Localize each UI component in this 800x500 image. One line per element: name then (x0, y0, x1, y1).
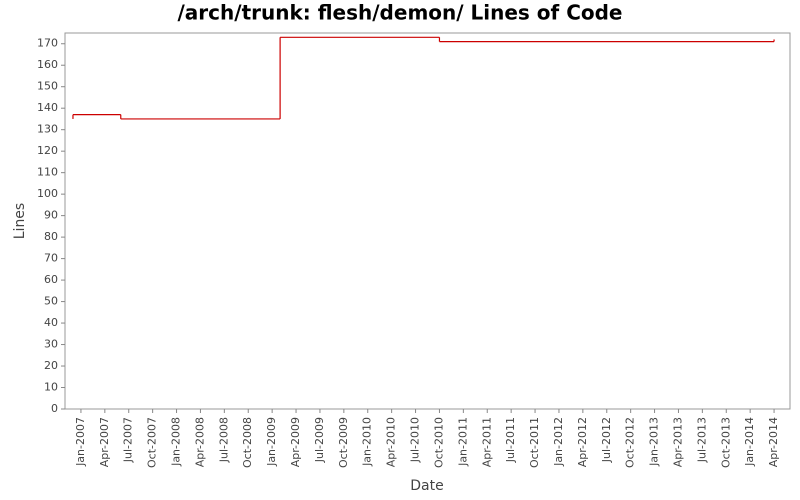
x-tick-label: Jul-2012 (600, 417, 613, 463)
x-tick-label: Apr-2007 (98, 417, 111, 467)
x-axis-title: Date (410, 478, 443, 494)
y-tick-label: 120 (37, 144, 58, 157)
x-tick-label: Jul-2013 (695, 417, 708, 463)
chart-title: /arch/trunk: flesh/demon/ Lines of Code (178, 1, 623, 25)
y-tick-label: 140 (37, 101, 58, 114)
y-tick-label: 30 (44, 338, 58, 351)
y-tick-label: 130 (37, 123, 58, 136)
x-tick-label: Oct-2007 (146, 417, 159, 468)
x-tick-label: Jan-2012 (552, 417, 565, 467)
x-tick-label: Apr-2009 (289, 417, 302, 467)
x-tick-label: Apr-2010 (385, 417, 398, 467)
y-tick-label: 90 (44, 209, 58, 222)
x-tick-label: Oct-2012 (624, 417, 637, 468)
x-tick-label: Jan-2008 (170, 417, 183, 467)
x-tick-label: Oct-2008 (241, 417, 254, 468)
x-tick-label: Jul-2009 (313, 417, 326, 463)
y-tick-label: 60 (44, 273, 58, 286)
y-tick-label: 0 (51, 402, 58, 415)
x-tick-label: Apr-2013 (671, 417, 684, 467)
x-tick-label: Apr-2008 (193, 417, 206, 467)
x-tick-label: Apr-2012 (576, 417, 589, 467)
x-tick-label: Jan-2013 (648, 417, 661, 467)
x-tick-label: Jul-2010 (409, 417, 422, 463)
x-tick-label: Apr-2014 (767, 417, 780, 467)
x-tick-label: Jan-2011 (456, 417, 469, 467)
y-tick-label: 70 (44, 252, 58, 265)
y-tick-label: 110 (37, 166, 58, 179)
y-tick-label: 50 (44, 295, 58, 308)
x-tick-label: Oct-2011 (528, 417, 541, 468)
x-tick-label: Oct-2013 (719, 417, 732, 468)
x-tick-label: Jan-2007 (74, 417, 87, 467)
y-tick-label: 20 (44, 359, 58, 372)
y-tick-label: 150 (37, 80, 58, 93)
y-tick-label: 160 (37, 58, 58, 71)
x-tick-label: Jul-2011 (504, 417, 517, 463)
x-tick-label: Oct-2009 (337, 417, 350, 468)
x-tick-label: Jan-2009 (265, 417, 278, 467)
y-tick-label: 40 (44, 316, 58, 329)
y-tick-label: 10 (44, 381, 58, 394)
plot-area (64, 32, 791, 410)
y-tick-label: 170 (37, 37, 58, 50)
y-tick-label: 80 (44, 230, 58, 243)
x-tick-label: Oct-2010 (432, 417, 445, 468)
y-axis-title: Lines (12, 203, 28, 239)
y-tick-label: 100 (37, 187, 58, 200)
x-tick-label: Apr-2011 (480, 417, 493, 467)
x-tick-label: Jan-2014 (743, 417, 756, 467)
x-tick-label: Jul-2007 (122, 417, 135, 463)
x-tick-label: Jul-2008 (217, 417, 230, 463)
x-tick-label: Jan-2010 (361, 417, 374, 467)
